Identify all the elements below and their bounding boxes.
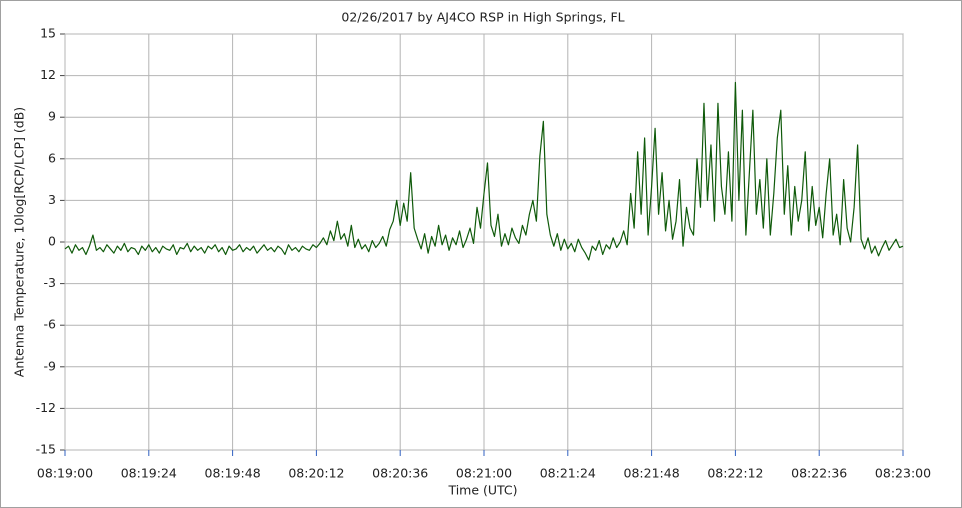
x-tick-label: 08:21:00 — [456, 466, 512, 481]
y-tick-label: -6 — [44, 317, 57, 332]
x-tick-label: 08:22:36 — [791, 466, 847, 481]
y-tick-label: -3 — [44, 275, 56, 290]
y-tick-label: 9 — [48, 109, 56, 124]
x-axis-label: Time (UTC) — [447, 483, 517, 498]
x-tick-label: 08:19:48 — [205, 466, 261, 481]
y-tick-label: 3 — [48, 192, 56, 207]
x-tick-label: 08:23:00 — [875, 466, 931, 481]
x-tick-label: 08:20:12 — [288, 466, 344, 481]
y-tick-label: 15 — [40, 26, 56, 41]
x-tick-label: 08:21:24 — [540, 466, 596, 481]
chart-title: 02/26/2017 by AJ4CO RSP in High Springs,… — [341, 10, 624, 25]
y-tick-label: 0 — [48, 234, 56, 249]
x-tick-label: 08:22:12 — [707, 466, 763, 481]
x-tick-label: 08:19:24 — [121, 466, 177, 481]
x-tick-label: 08:20:36 — [372, 466, 428, 481]
data-line — [64, 81, 904, 261]
y-tick-label: 6 — [48, 150, 56, 165]
y-tick-label: -15 — [36, 442, 56, 457]
y-tick-label: -12 — [36, 400, 56, 415]
x-tick-label: 08:19:00 — [37, 466, 93, 481]
y-axis-label: Antenna Temperature, 10log[RCP/LCP] (dB) — [12, 107, 27, 377]
y-tick-label: 12 — [40, 67, 56, 82]
x-tick-label: 08:21:48 — [624, 466, 680, 481]
y-tick-label: -9 — [44, 358, 57, 373]
